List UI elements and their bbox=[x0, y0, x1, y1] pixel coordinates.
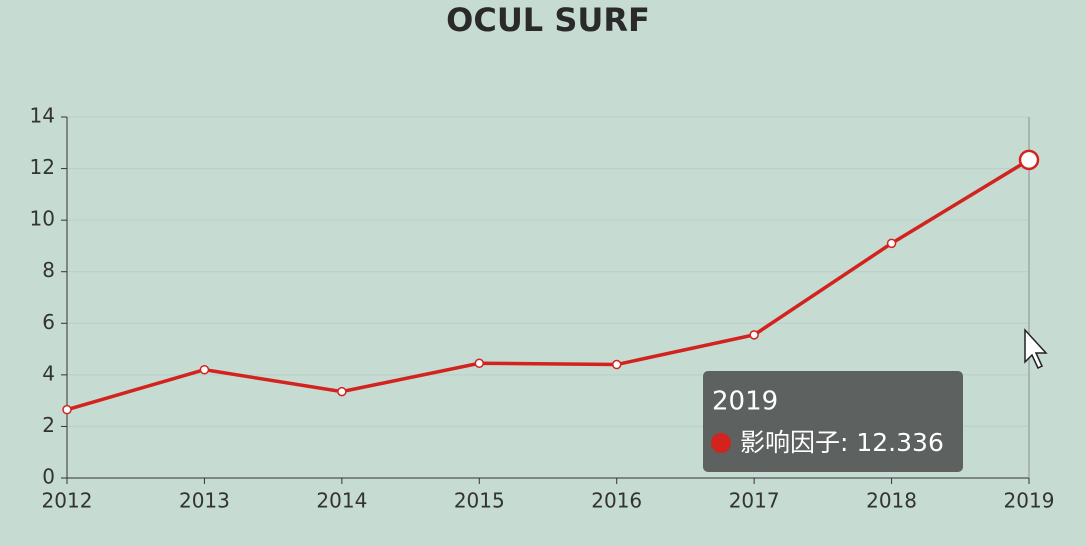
x-tick-label: 2017 bbox=[729, 489, 780, 513]
y-tick-label: 0 bbox=[42, 465, 55, 489]
tooltip-title: 2019 bbox=[712, 387, 778, 417]
point bbox=[62, 404, 72, 415]
x-tick-label: 2013 bbox=[179, 489, 230, 513]
line bbox=[66, 158, 1030, 412]
point bbox=[611, 359, 622, 370]
x-tick-label: 2014 bbox=[316, 489, 367, 513]
y-tick-label: 4 bbox=[42, 361, 55, 385]
tooltip-marker bbox=[711, 433, 731, 453]
y-tick-label: 14 bbox=[30, 104, 55, 128]
y-tick-label: 6 bbox=[42, 310, 55, 334]
tooltip-box bbox=[703, 371, 963, 472]
chart-title: OCUL SURF bbox=[446, 1, 650, 39]
point bbox=[1018, 149, 1040, 171]
y-tick-label: 2 bbox=[42, 413, 55, 437]
x-tick-label: 2018 bbox=[866, 489, 917, 513]
point bbox=[749, 330, 759, 340]
x-tick-label: 2015 bbox=[454, 489, 505, 513]
point bbox=[886, 238, 897, 249]
x-tick-label: 2016 bbox=[591, 489, 642, 513]
point bbox=[337, 386, 347, 397]
point bbox=[199, 364, 210, 375]
y-tick-label: 12 bbox=[30, 155, 55, 179]
tooltip: 2019 影响因子: 12.336 bbox=[703, 371, 963, 472]
y-tick-label: 10 bbox=[30, 207, 55, 231]
point bbox=[474, 358, 485, 369]
tooltip-text: 影响因子: 12.336 bbox=[740, 428, 944, 457]
y-tick-label: 8 bbox=[42, 258, 55, 282]
x-tick-label: 2019 bbox=[1004, 489, 1055, 513]
cursor bbox=[1024, 328, 1048, 370]
x-tick-label: 2012 bbox=[42, 489, 93, 513]
